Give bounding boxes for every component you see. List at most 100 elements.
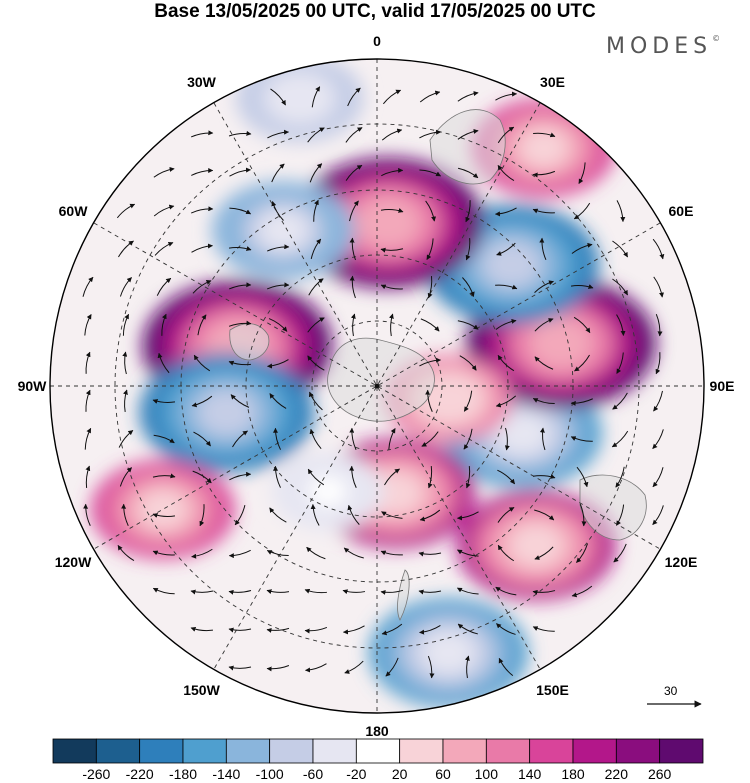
wind-vector-arrow <box>190 589 214 595</box>
wind-vector-arrow <box>612 392 628 410</box>
wind-vector-arrow <box>612 240 628 258</box>
wind-vector-arrow <box>193 354 211 372</box>
wind-vector-arrow <box>419 169 442 177</box>
wind-vector-arrow <box>347 87 361 107</box>
wind-vector-arrow <box>494 207 517 217</box>
wind-vector-arrow <box>153 166 175 178</box>
wind-vector-arrow <box>122 313 130 336</box>
wind-vector-arrow <box>427 466 433 489</box>
colorbar-swatch <box>572 738 617 764</box>
wind-vector-arrow <box>232 430 248 448</box>
wind-vector-arrow <box>419 357 442 367</box>
colorbar-swatch <box>659 738 704 764</box>
wind-vector-arrow <box>156 277 172 296</box>
anomaly-blob <box>196 388 257 437</box>
wind-vector-arrow <box>534 318 554 332</box>
wind-vector-arrow <box>309 428 322 450</box>
wind-vector-arrow <box>497 544 515 562</box>
wind-vector-arrow <box>191 167 214 176</box>
wind-vector-arrow <box>463 428 473 450</box>
wind-vector-arrow <box>229 167 252 177</box>
wind-vector-arrow <box>271 163 285 183</box>
wind-vector-arrow <box>345 164 363 181</box>
wind-vector-arrow <box>152 513 176 518</box>
wind-vector-arrow <box>532 208 555 214</box>
wind-vector-arrow <box>616 352 624 374</box>
wind-vector-arrow <box>615 466 625 488</box>
longitude-label: 120E <box>664 553 698 570</box>
wind-vector-arrow <box>347 504 360 525</box>
wind-vector-arrow <box>307 468 325 486</box>
wind-vector-arrow <box>388 428 396 450</box>
wind-vector-arrow <box>457 91 479 102</box>
wind-vector-arrow <box>462 277 475 297</box>
wind-vector-arrow <box>191 395 213 408</box>
wind-vector-arrow <box>266 589 290 595</box>
wind-vector-arrow <box>457 167 479 179</box>
wind-vector-arrow <box>117 544 135 562</box>
wind-vector-arrow <box>465 200 471 223</box>
wind-vector-arrow <box>539 237 547 261</box>
wind-vector-arrow <box>611 430 629 448</box>
wind-vector-arrow <box>161 313 167 336</box>
wind-vector-arrow <box>152 587 175 595</box>
wind-vector-arrow <box>152 473 176 479</box>
wind-vector-arrow <box>122 351 128 375</box>
wind-vector-arrow <box>532 170 556 178</box>
wind-vector-arrow <box>228 130 252 137</box>
wind-vector-arrow <box>652 429 664 449</box>
anomaly-blob <box>426 381 471 417</box>
wind-vector-arrow <box>119 277 132 297</box>
wind-vector-arrow <box>190 626 214 632</box>
colorbar-tick-label: -260 <box>82 766 111 782</box>
wind-vector-arrow <box>304 626 328 634</box>
wind-vector-arrow <box>381 167 404 177</box>
wind-vector-arrow <box>190 206 214 214</box>
wind-vector-arrow <box>154 241 174 256</box>
brand-mark: © <box>712 34 721 43</box>
colorbar-tick-label: -220 <box>125 766 154 782</box>
colorbar-swatch <box>52 738 97 764</box>
wind-vector-arrow <box>349 465 357 488</box>
colorbar-swatch <box>269 738 314 764</box>
antarctica-land <box>327 337 435 422</box>
colorbar-tick-label: 220 <box>604 766 629 782</box>
wind-vector-arrow <box>228 549 251 559</box>
map-disc <box>50 59 704 713</box>
wind-vector-arrow <box>616 504 625 526</box>
wind-vector-arrow <box>418 589 442 595</box>
wind-vector-arrow <box>465 238 471 261</box>
wind-vector-arrow <box>456 587 479 595</box>
wind-vector-arrow <box>419 90 441 103</box>
wind-vector-arrow <box>652 238 665 260</box>
wind-vector-arrow <box>266 244 290 252</box>
wind-vector-arrow <box>229 471 252 481</box>
anomaly-blob <box>494 411 550 455</box>
wind-vector-arrow <box>457 128 479 140</box>
wind-vector-arrow <box>270 88 286 106</box>
wind-vector-arrow <box>228 320 252 327</box>
wind-vector-arrow <box>192 470 212 484</box>
wind-vector-arrow <box>495 284 518 290</box>
wind-vector-arrow <box>121 503 129 526</box>
wind-vector-arrow <box>152 550 175 556</box>
wind-vector-arrow <box>616 200 626 223</box>
wind-vector-arrow <box>421 431 439 447</box>
wind-vector-arrow <box>574 354 590 372</box>
wind-vector-arrow <box>344 660 364 674</box>
wind-vector-arrow <box>228 589 252 595</box>
wind-vector-arrow <box>197 314 207 336</box>
wind-vector-arrow <box>269 507 287 523</box>
wind-vector-arrow <box>495 91 518 101</box>
wind-vector-arrow <box>228 246 252 251</box>
wind-vector-arrow <box>308 278 324 296</box>
colorbar-swatch <box>355 738 401 764</box>
colorbar-tick-label: -60 <box>302 766 324 782</box>
wind-vector-arrow <box>309 163 323 183</box>
longitude-label: 150W <box>183 681 220 698</box>
anomaly-blob <box>509 523 564 568</box>
wind-vector-arrow <box>616 314 626 336</box>
colorbar-swatch <box>95 738 141 764</box>
wind-vector-arrow <box>534 546 554 560</box>
wind-vector-arrow <box>82 276 94 297</box>
